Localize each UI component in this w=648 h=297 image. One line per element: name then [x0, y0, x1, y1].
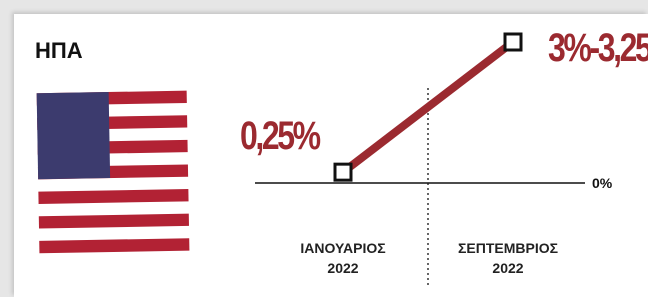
line [343, 42, 513, 172]
point [505, 34, 521, 50]
flag [37, 91, 190, 254]
x-tick-label: ΙΑΝΟΥΑΡΙΟΣ 2022 [283, 238, 403, 278]
y-tick-label: 0% [592, 175, 613, 191]
chart-title: ΗΠΑ [35, 38, 83, 63]
point [335, 164, 351, 180]
x-tick-label: ΣΕΠΤΕΜΒΡΙΟΣ 2022 [448, 238, 568, 278]
value-label: 0,25% [240, 118, 328, 154]
infographic: ΗΠΑ 0% 0,25% 3%-3,25% ΙΑΝΟΥΑΡΙΟΣ 2022 ΣΕΠΤΕ… [0, 0, 648, 297]
value-label: 3%-3,25% [548, 30, 624, 66]
